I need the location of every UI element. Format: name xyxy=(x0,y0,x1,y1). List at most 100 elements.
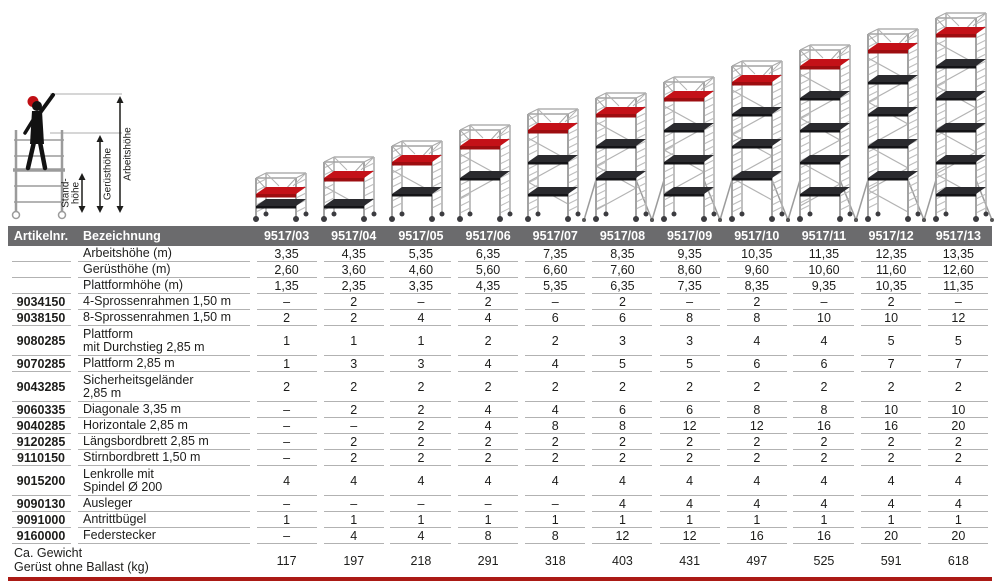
table-row: 9090130 Ausleger – – – – –4 4 4 4 4 4 xyxy=(8,496,992,512)
height-pictogram: Stand- höhe Gerüsthöhe Arbeitshöhe xyxy=(11,93,134,220)
cell-value: – xyxy=(253,402,321,418)
cell-value: 8 xyxy=(588,418,657,434)
cell-value: 1,35 xyxy=(253,278,321,294)
cell-value: 2 xyxy=(521,450,589,466)
arbeitshoehe-arrow: Arbeitshöhe xyxy=(116,96,134,213)
cell-value: 4 xyxy=(857,466,925,496)
tower-illustrations xyxy=(0,0,1000,226)
cell-value: 1 xyxy=(253,356,321,372)
cell-value: 9,60 xyxy=(723,262,791,278)
column-header-model: 9517/04 xyxy=(320,226,388,246)
cell-value: 4 xyxy=(253,466,321,496)
cell-artikelnr: 9060335 xyxy=(8,402,74,418)
cell-value: 2 xyxy=(857,434,925,450)
cell-bezeichnung: Ausleger xyxy=(74,496,253,512)
cell-value: 2 xyxy=(588,450,657,466)
table-row: 9160000 Federstecker –4 4 8 8 12 12 16 16 20 20 xyxy=(8,528,992,544)
scaffold-tower-9517-09 xyxy=(648,76,724,227)
cell-value: 10 xyxy=(924,402,992,418)
table-row: Plattformhöhe (m) 1,35 2,35 3,35 4,35 5,35 6,3… xyxy=(8,278,992,294)
cell-value: 7,35 xyxy=(521,246,589,262)
cell-value: 1 xyxy=(924,512,992,528)
cell-bezeichnung: Arbeitshöhe (m) xyxy=(74,246,253,262)
cell-value: 4 xyxy=(454,310,522,326)
scaffold-tower-9517-03 xyxy=(240,172,316,227)
cell-value: 2 xyxy=(454,326,522,356)
cell-value: 9,35 xyxy=(790,278,858,294)
cell-value: 1 xyxy=(857,512,925,528)
cell-value: 10 xyxy=(857,402,925,418)
cell-bezeichnung: Plattformhöhe (m) xyxy=(74,278,253,294)
scaffold-tower-9517-08 xyxy=(580,92,656,227)
cell-value: 1 xyxy=(320,326,388,356)
cell-value: 4 xyxy=(454,418,522,434)
cell-value: 12,35 xyxy=(857,246,925,262)
cell-value: 4 xyxy=(790,326,858,356)
cell-value: 7,60 xyxy=(588,262,657,278)
column-header-model: 9517/06 xyxy=(454,226,522,246)
cell-value: 3,35 xyxy=(387,278,455,294)
cell-value: 2 xyxy=(656,450,724,466)
cell-value: 8 xyxy=(790,402,858,418)
arbeitshoehe-label: Arbeitshöhe xyxy=(123,127,134,181)
cell-bezeichnung: Sicherheitsgeländer 2,85 m xyxy=(74,372,253,402)
cell-artikelnr: 9040285 xyxy=(8,418,74,434)
cell-artikelnr xyxy=(8,246,74,262)
cell-value: 2,35 xyxy=(320,278,388,294)
cell-bezeichnung: 4-Sprossenrahmen 1,50 m xyxy=(74,294,253,310)
cell-artikelnr: 9091000 xyxy=(8,512,74,528)
cell-value: 12 xyxy=(723,418,791,434)
scaffold-tower-9517-06 xyxy=(444,124,520,227)
cell-artikelnr: 9070285 xyxy=(8,356,74,372)
cell-value: – xyxy=(320,496,388,512)
scaffold-tower-9517-12 xyxy=(852,28,928,227)
cell-weight-value: 218 xyxy=(410,553,432,568)
cell-value: 2 xyxy=(320,434,388,450)
cell-value: 2 xyxy=(320,310,388,326)
cell-value: 16 xyxy=(790,418,858,434)
cell-value: 2 xyxy=(588,434,657,450)
scaffold-tower-9517-04 xyxy=(308,156,384,227)
cell-value: 7 xyxy=(857,356,925,372)
cell-artikelnr: 9034150 xyxy=(8,294,74,310)
cell-value: 4 xyxy=(387,466,455,496)
cell-bezeichnung: Stirnbordbrett 1,50 m xyxy=(74,450,253,466)
cell-value: 4 xyxy=(454,356,522,372)
cell-value: 2 xyxy=(521,434,589,450)
table-row: 9060335 Diagonale 3,35 m –2 2 4 4 6 6 8 8 10 10 xyxy=(8,402,992,418)
cell-value: 4 xyxy=(656,496,724,512)
cell-value: – xyxy=(253,450,321,466)
cell-artikelnr: 9015200 xyxy=(8,466,74,496)
cell-value: 4,60 xyxy=(387,262,455,278)
table-row: 9110150 Stirnbordbrett 1,50 m –2 2 2 2 2 2 2 2 2 2 xyxy=(8,450,992,466)
weight-row: Ca. Gewicht Gerüst ohne Ballast (kg) 117 1… xyxy=(8,544,992,577)
cell-value: 2 xyxy=(790,434,858,450)
cell-weight-value: 318 xyxy=(544,553,566,568)
worker-silhouette xyxy=(23,93,55,171)
cell-value: 8 xyxy=(656,310,724,326)
cell-weight-value: 497 xyxy=(746,553,768,568)
cell-value: 4 xyxy=(723,466,791,496)
cell-weight-value: 431 xyxy=(679,553,701,568)
cell-value: 3 xyxy=(320,356,388,372)
cell-value: 2 xyxy=(454,434,522,450)
cell-value: 2 xyxy=(387,418,455,434)
geruesthoehe-label: Gerüsthöhe xyxy=(103,147,114,200)
cell-artikelnr xyxy=(8,278,74,294)
cell-value: 20 xyxy=(857,528,925,544)
cell-value: – xyxy=(253,528,321,544)
cell-value: 4 xyxy=(521,402,589,418)
column-header-model: 9517/09 xyxy=(656,226,724,246)
cell-artikelnr xyxy=(8,262,74,278)
cell-value: 1 xyxy=(790,512,858,528)
column-header-model: 9517/05 xyxy=(387,226,455,246)
column-header-model: 9517/08 xyxy=(588,226,657,246)
cell-value: 4 xyxy=(387,528,455,544)
column-header-bezeichnung: Bezeichnung xyxy=(74,226,253,246)
cell-value: 4 xyxy=(790,466,858,496)
cell-value: 5,35 xyxy=(387,246,455,262)
cell-artikelnr: 9090130 xyxy=(8,496,74,512)
